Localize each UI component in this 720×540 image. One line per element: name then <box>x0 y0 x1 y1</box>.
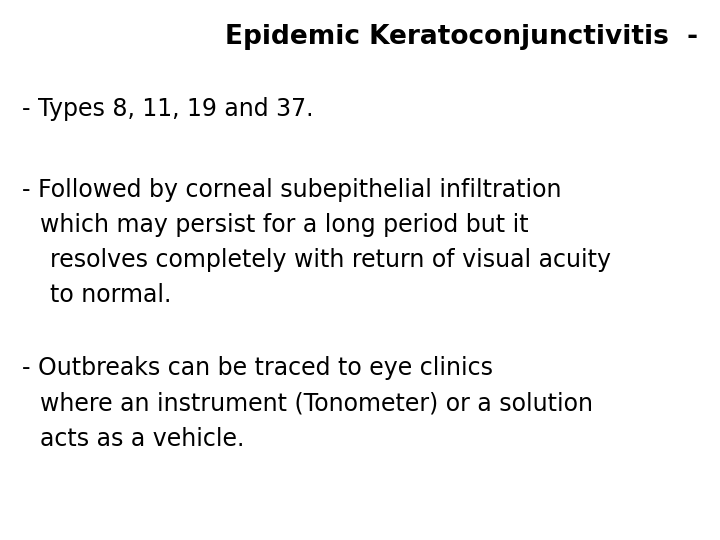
Text: - Outbreaks can be traced to eye clinics: - Outbreaks can be traced to eye clinics <box>22 356 492 380</box>
Text: which may persist for a long period but it: which may persist for a long period but … <box>40 213 528 237</box>
Text: - Followed by corneal subepithelial infiltration: - Followed by corneal subepithelial infi… <box>22 178 561 202</box>
Text: where an instrument (Tonometer) or a solution: where an instrument (Tonometer) or a sol… <box>40 392 593 415</box>
Text: Epidemic Keratoconjunctivitis  -: Epidemic Keratoconjunctivitis - <box>225 24 698 50</box>
Text: to normal.: to normal. <box>50 284 172 307</box>
Text: resolves completely with return of visual acuity: resolves completely with return of visua… <box>50 248 611 272</box>
Text: - Types 8, 11, 19 and 37.: - Types 8, 11, 19 and 37. <box>22 97 313 121</box>
Text: acts as a vehicle.: acts as a vehicle. <box>40 427 244 450</box>
